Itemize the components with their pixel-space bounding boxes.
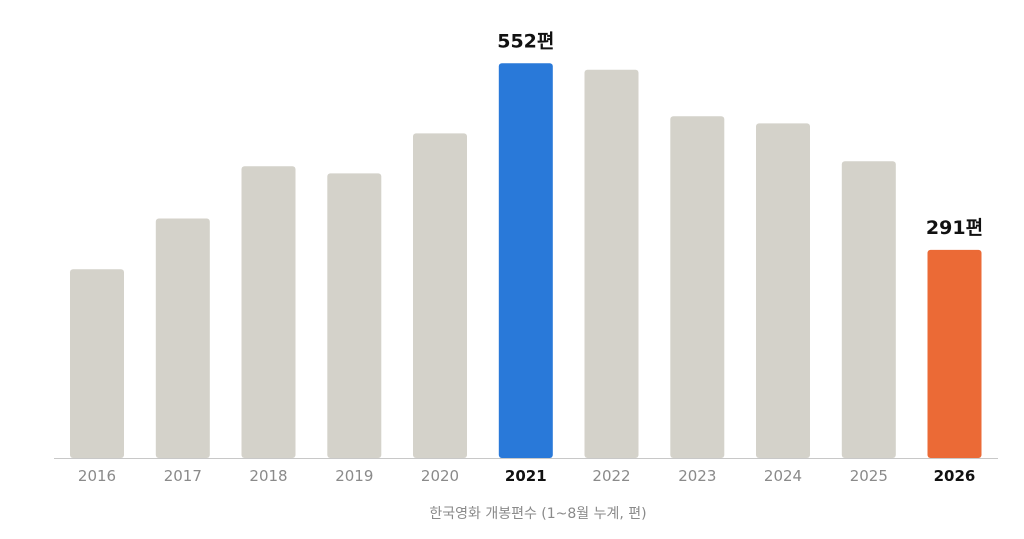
bar-2016 bbox=[70, 269, 124, 458]
bar-2017 bbox=[155, 218, 210, 458]
x-tick-2025: 2025 bbox=[850, 467, 888, 485]
x-tick-2017: 2017 bbox=[164, 467, 202, 485]
data-labels: 552편 291편 bbox=[497, 30, 983, 239]
x-tick-2016: 2016 bbox=[78, 467, 116, 485]
bar-2024 bbox=[756, 123, 810, 459]
x-tick-2022: 2022 bbox=[592, 467, 630, 485]
x-tick-2018: 2018 bbox=[249, 467, 287, 485]
bars-group bbox=[70, 63, 982, 459]
x-tick-2019: 2019 bbox=[335, 467, 373, 485]
x-tick-2023: 2023 bbox=[678, 467, 716, 485]
x-tick-2020: 2020 bbox=[421, 467, 459, 485]
x-tick-2021: 2021 bbox=[505, 467, 547, 485]
bar-2018 bbox=[241, 166, 296, 459]
data-label-2026: 291편 bbox=[926, 217, 983, 239]
bar-2019 bbox=[327, 173, 382, 458]
x-axis-caption: 한국영화 개봉편수 (1~8월 누계, 편) bbox=[429, 506, 646, 522]
bar-2025 bbox=[841, 161, 896, 459]
bar-2021 bbox=[498, 63, 553, 459]
data-label-2021: 552편 bbox=[497, 30, 554, 52]
bar-2020 bbox=[413, 133, 467, 458]
x-tick-labels: 2016 2017 2018 2019 2020 2021 2022 2023 2024 2025… bbox=[78, 467, 975, 485]
x-tick-2026: 2026 bbox=[934, 467, 976, 485]
x-tick-2024: 2024 bbox=[764, 467, 802, 485]
bar-2026 bbox=[927, 249, 982, 458]
bar-2023 bbox=[670, 116, 725, 458]
bar-2022 bbox=[584, 69, 639, 458]
